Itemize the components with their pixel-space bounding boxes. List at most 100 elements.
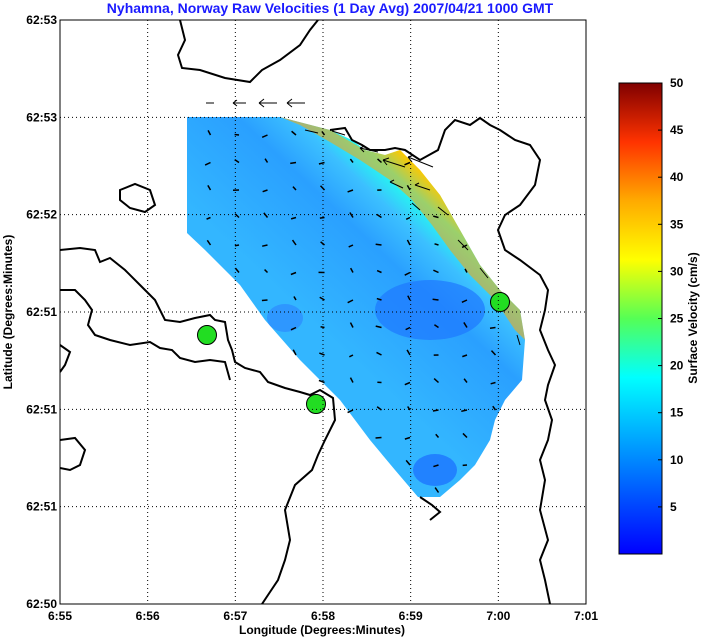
velocity-arrow-small [320, 241, 325, 246]
coastline-north [176, 20, 319, 84]
velocity-arrow-small [376, 351, 382, 356]
colorbar-tick-label: 10 [670, 453, 684, 467]
velocity-arrow-small [406, 184, 411, 191]
velocity-arrow-small [290, 271, 297, 276]
velocity-arrow-small [433, 269, 439, 274]
velocity-arrow-small [319, 216, 325, 219]
y-tick-label: 62:53 [26, 110, 57, 124]
x-tick-label: 7:00 [486, 609, 510, 623]
velocity-arrow-small [407, 295, 411, 301]
velocity-arrow-small [204, 161, 211, 166]
colorbar-tick-label: 25 [670, 312, 684, 326]
velocity-arrow-small [375, 243, 382, 246]
y-tick-labels: 62:50 62:51 62:51 62:51 62:52 62:53 62:53 [26, 13, 57, 611]
velocity-arrow-small [406, 349, 411, 356]
velocity-arrow-small [434, 487, 440, 493]
velocity-arrow-small [234, 133, 240, 136]
velocity-arrow-small [262, 244, 268, 247]
velocity-arrow-small [432, 409, 439, 412]
velocity-arrow-small [348, 244, 354, 248]
velocity-arrow-small [290, 161, 297, 165]
velocity-arrow-small [349, 158, 354, 163]
colorbar-tick-label: 15 [670, 406, 684, 420]
x-tick-label: 7:01 [574, 609, 598, 623]
velocity-arrow-small [262, 189, 268, 193]
velocity-arrow [331, 128, 346, 136]
velocity-arrow-small [321, 130, 326, 136]
y-tick-label: 62:52 [26, 208, 57, 222]
velocity-arrow [457, 239, 469, 251]
grid [60, 20, 586, 604]
y-tick-label: 62:51 [26, 500, 57, 514]
y-tick-label: 62:51 [26, 305, 57, 319]
velocity-arrow-small [207, 184, 212, 191]
velocity-arrow-small [461, 244, 468, 249]
velocity-arrow [389, 179, 404, 189]
velocity-arrow-small [264, 158, 269, 163]
velocity-arrow-small [462, 432, 468, 439]
velocity-arrow-small [290, 326, 297, 331]
velocity-arrow-small [319, 185, 326, 191]
velocity-arrow-small [264, 269, 269, 274]
velocity-arrow-small [206, 239, 212, 246]
velocity-arrow-small [490, 381, 496, 385]
velocity-arrow-small [349, 354, 354, 358]
x-tick-label: 6:59 [399, 609, 423, 623]
colorbar-tick-labels: 5 10 15 20 25 30 35 40 45 50 [658, 76, 684, 514]
station-marker [306, 394, 326, 414]
low-speed-patch [267, 304, 303, 332]
velocity-arrow-small [405, 326, 411, 331]
colorbar-tick-label: 40 [670, 170, 684, 184]
velocity-arrow-small [291, 239, 297, 246]
velocity-arrow-small [433, 215, 439, 219]
velocity-arrow-small [434, 243, 439, 246]
velocity-arrow-small [404, 271, 411, 276]
coastline-west-lower [60, 344, 72, 373]
colorbar-tick-label: 5 [670, 500, 677, 514]
velocity-arrow-small [318, 161, 325, 165]
velocity-arrow-small [375, 325, 382, 329]
x-tick-label: 6:56 [136, 609, 160, 623]
velocity-arrow-small [234, 267, 240, 273]
velocity-arrow-small [292, 186, 297, 191]
colorbar-tick-label: 45 [670, 123, 684, 137]
velocity-arrow-small [318, 379, 325, 384]
coastline-west-inner [60, 289, 231, 381]
coastline [60, 20, 557, 604]
velocity-arrow-small [375, 436, 382, 439]
high-speed-band [280, 117, 525, 340]
velocity-arrow-small [290, 216, 297, 220]
chart-title: Nyhamna, Norway Raw Velocities (1 Day Av… [107, 0, 554, 16]
velocity-arrow [437, 206, 449, 216]
velocity-arrow-small [432, 298, 439, 301]
x-tick-label: 6:57 [223, 609, 247, 623]
velocity-arrow-small [319, 352, 325, 356]
colorbar-label: Surface Velocity (cm/s) [686, 252, 700, 383]
colorbar: 5 10 15 20 25 30 35 40 45 50 Surface Velocity (cm… [618, 76, 700, 555]
velocity-arrow-small [292, 349, 297, 356]
velocity-arrow-small [464, 268, 468, 273]
station-marker [197, 325, 217, 345]
velocity-arrow-small [263, 212, 269, 218]
velocity-arrow [359, 145, 379, 153]
colorbar-gradient [618, 82, 663, 555]
velocity-arrow-small [347, 189, 354, 193]
velocity-arrow-small [463, 322, 468, 328]
x-tick-label: 6:58 [311, 609, 335, 623]
velocity-arrow-small [319, 296, 325, 301]
velocity-arrow-small [291, 130, 297, 136]
velocity-arrow-small [404, 161, 411, 166]
velocity-arrow-small [206, 216, 211, 220]
velocity-arrow [286, 98, 305, 108]
colorbar-tick-label: 20 [670, 359, 684, 373]
velocity-arrow-small [376, 213, 382, 219]
velocity-arrow-small [489, 326, 496, 330]
velocity-arrow-small [407, 406, 411, 411]
velocity-arrow [382, 157, 406, 168]
coastline-northeast [329, 116, 557, 604]
velocity-arrow-small [376, 297, 382, 301]
velocity-arrow-small [320, 326, 325, 329]
velocity-arrow-small [404, 381, 411, 386]
plot-frame [59, 19, 587, 605]
velocity-arrow-small [349, 267, 354, 273]
